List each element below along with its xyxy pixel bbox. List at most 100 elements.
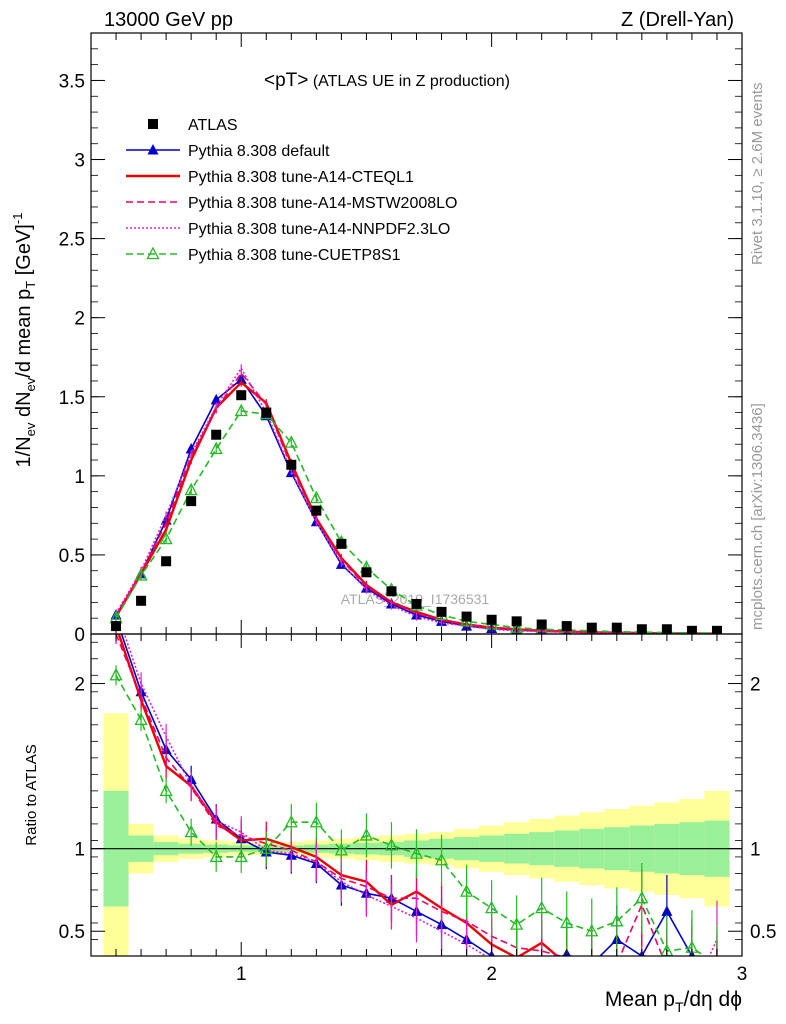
ratio-series-4-point-21 bbox=[635, 890, 649, 904]
ratio-series-0-point-17 bbox=[536, 958, 547, 969]
main-series-0-point-13 bbox=[436, 606, 447, 617]
legend: ATLAS Pythia 8.308 default Pythia 8.308 tu… bbox=[126, 117, 457, 264]
legend-label-2: Pythia 8.308 tune-A14-CTEQL1 bbox=[188, 169, 414, 186]
ratio-series-4-point-0 bbox=[109, 667, 123, 681]
ratio-series-4-point-3 bbox=[184, 824, 198, 838]
ratio-series-4-point-2 bbox=[159, 783, 173, 797]
ratio-series-4-point-24 bbox=[711, 958, 722, 969]
main-series-0-point-0 bbox=[111, 621, 122, 632]
ratio-series-4-point-1 bbox=[134, 712, 148, 726]
main-series-0-point-4 bbox=[211, 429, 222, 440]
ratio-axes: 1 2 30.5 0.51 12 2 bbox=[59, 633, 776, 985]
main-series-5-point-8 bbox=[309, 490, 323, 504]
legend-label-1: Pythia 8.308 default bbox=[188, 143, 330, 160]
main-series-0-point-18 bbox=[561, 621, 572, 632]
x-tick-label-2: 2 bbox=[486, 964, 497, 985]
main-series-0-point-3 bbox=[186, 496, 197, 507]
ratio-series-4-point-6 bbox=[259, 841, 273, 854]
main-series-0-point-12 bbox=[411, 598, 422, 609]
main-title-secondary: (ATLAS UE in Z production) bbox=[308, 73, 510, 90]
main-series-0-point-8 bbox=[311, 505, 322, 516]
legend-label-5: Pythia 8.308 tune-CUETP8S1 bbox=[188, 247, 401, 264]
ratio-series-4-point-17 bbox=[535, 900, 549, 914]
main-y-tick-label-2: 1 bbox=[74, 467, 85, 488]
ratio-series-4-point-12 bbox=[409, 846, 424, 859]
ratio-series-4-point-14 bbox=[460, 884, 474, 897]
main-axes: 0 0.5 1 1.5 2 2.5 3 3.5 bbox=[59, 32, 743, 646]
ratio-y-tick-label-right-1: 1 bbox=[750, 840, 761, 861]
process-label: Z (Drell-Yan) bbox=[621, 9, 734, 31]
ratio-series-4-point-16 bbox=[510, 917, 524, 930]
ratio-series-4-point-10 bbox=[359, 828, 373, 841]
main-y-tick-label-7: 3.5 bbox=[59, 71, 85, 92]
main-series-0-point-16 bbox=[511, 616, 522, 627]
main-series-5-point-5 bbox=[234, 403, 248, 417]
main-y-tick-label-0: 0 bbox=[74, 625, 85, 646]
main-series-1-point-4 bbox=[210, 393, 222, 405]
ratio-series-4-point-7 bbox=[284, 814, 298, 828]
ratio-series-4 bbox=[109, 665, 722, 969]
x-tick-label-3: 3 bbox=[737, 964, 748, 985]
ratio-series-0-point-24 bbox=[711, 975, 722, 986]
ratio-y-axis-label: Ratio to ATLAS bbox=[23, 744, 40, 845]
main-title-primary: <pT> bbox=[264, 70, 308, 91]
ratio-series-4-point-5 bbox=[234, 849, 248, 863]
main-series-5-point-4 bbox=[209, 441, 223, 455]
rivet-version-label: Rivet 3.1.10, ≥ 2.6M events bbox=[749, 83, 766, 266]
main-y-axis-label: 1/Nev dNev/d mean pT [GeV]-1 bbox=[10, 213, 38, 468]
ratio-uncertainty-bands bbox=[91, 713, 742, 956]
main-series-0-point-15 bbox=[486, 614, 497, 625]
main-series-0-point-17 bbox=[536, 619, 547, 630]
ratio-series-0-point-22 bbox=[661, 905, 673, 916]
legend-item-1: Pythia 8.308 default bbox=[126, 143, 330, 160]
legend-label-4: Pythia 8.308 tune-A14-NNPDF2.3LO bbox=[188, 221, 450, 238]
ratio-series-4-point-11 bbox=[384, 837, 399, 851]
ratio-series-4-point-9 bbox=[334, 842, 348, 856]
legend-item-5: Pythia 8.308 tune-CUETP8S1 bbox=[126, 246, 401, 264]
mcplots-label: mcplots.cern.ch [arXiv:1306.3436] bbox=[749, 403, 766, 630]
main-series-5-point-2 bbox=[159, 531, 173, 545]
ratio-y-tick-label-0: 0.5 bbox=[59, 922, 85, 943]
x-axis-label: Mean pT/dη dϕ bbox=[605, 988, 742, 1015]
legend-marker-1 bbox=[147, 144, 159, 155]
legend-label-3: Pythia 8.308 tune-A14-MSTW2008LO bbox=[188, 195, 457, 212]
legend-marker-0 bbox=[148, 119, 158, 129]
ratio-series-4-point-4 bbox=[209, 849, 223, 863]
legend-label-0: ATLAS bbox=[188, 117, 238, 134]
ratio-y-tick-label-right-2: 2 bbox=[750, 675, 761, 696]
main-series-0-point-7 bbox=[286, 459, 297, 470]
main-y-tick-label-3: 1.5 bbox=[59, 388, 85, 409]
legend-item-3: Pythia 8.308 tune-A14-MSTW2008LO bbox=[126, 195, 457, 212]
main-series-0-point-9 bbox=[336, 538, 347, 549]
x-tick-label-1: 1 bbox=[236, 964, 247, 985]
main-y-tick-label-5: 2.5 bbox=[59, 230, 85, 251]
main-y-tick-label-1: 0.5 bbox=[59, 546, 85, 567]
ratio-y-tick-label-2: 2 bbox=[74, 675, 85, 696]
main-series-0-point-1 bbox=[136, 595, 147, 606]
ratio-y-tick-label-right-0: 0.5 bbox=[750, 922, 776, 943]
main-series-0-point-10 bbox=[361, 567, 372, 578]
main-series-5-point-1 bbox=[134, 568, 148, 581]
ratio-series-group bbox=[109, 634, 722, 986]
main-series-0-point-5 bbox=[236, 390, 247, 401]
main-title: <pT> (ATLAS UE in Z production) bbox=[264, 70, 510, 91]
ratio-series-4-point-15 bbox=[485, 900, 499, 914]
collision-label: 13000 GeV pp bbox=[104, 9, 233, 31]
main-y-tick-label-4: 2 bbox=[74, 309, 85, 330]
ratio-y-tick-label-1: 1 bbox=[74, 840, 85, 861]
legend-marker-5 bbox=[146, 246, 160, 260]
ratio-series-4-point-8 bbox=[309, 814, 323, 828]
ratio-series-0-point-19 bbox=[586, 958, 597, 969]
main-series-0-point-11 bbox=[386, 586, 397, 597]
ratio-series-4-point-18 bbox=[560, 915, 574, 929]
main-series-5-point-3 bbox=[184, 482, 198, 496]
ratio-series-4-point-20 bbox=[610, 913, 624, 927]
main-y-tick-label-6: 3 bbox=[74, 151, 85, 172]
legend-item-2: Pythia 8.308 tune-A14-CTEQL1 bbox=[126, 169, 414, 186]
main-series-0-point-2 bbox=[161, 556, 172, 567]
main-series-0-point-6 bbox=[261, 407, 272, 418]
main-series-5-point-7 bbox=[284, 435, 298, 448]
ratio-series-4-point-19 bbox=[585, 923, 599, 937]
legend-item-0: ATLAS bbox=[148, 117, 238, 134]
